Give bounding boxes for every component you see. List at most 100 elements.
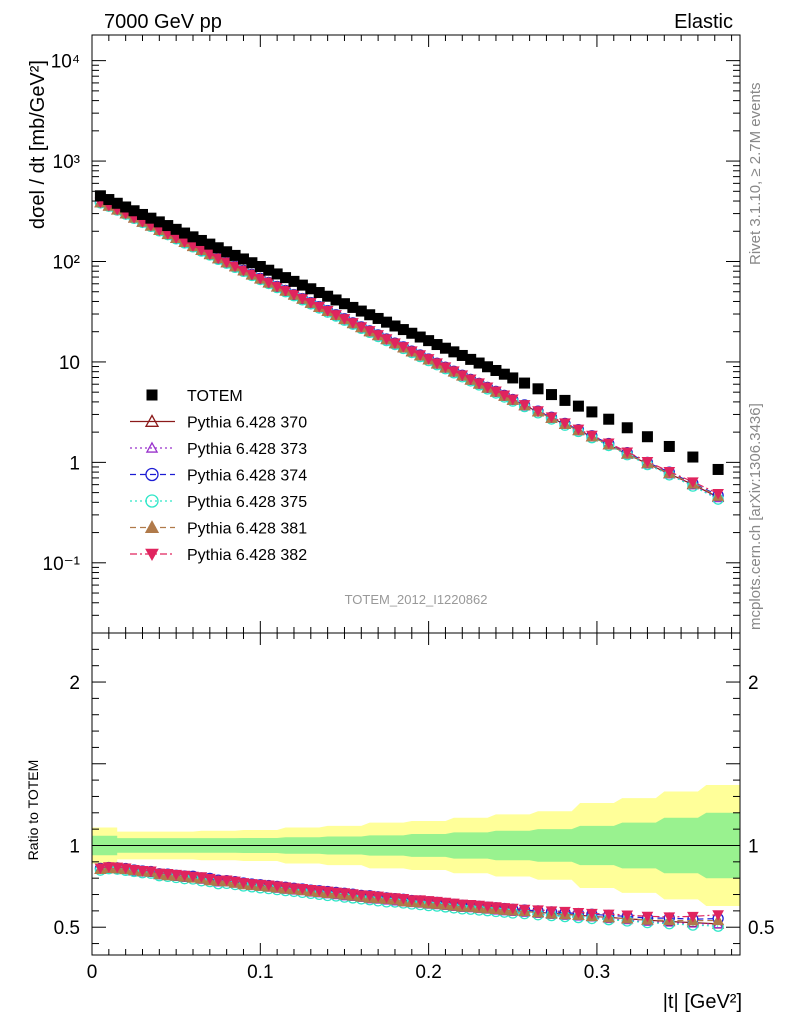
data-point: [448, 366, 460, 377]
legend-marker: [145, 494, 159, 508]
legend-item: Pythia 6.428 370: [130, 414, 307, 432]
x-tick-label: 0.1: [247, 962, 273, 983]
ratio-point: [170, 869, 183, 881]
data-point: [322, 290, 334, 302]
ratio-y-axis-label: Ratio to TOTEM: [25, 760, 41, 861]
data-point: [663, 440, 675, 452]
data-point: [338, 298, 350, 310]
y-tick-label: 10⁴: [51, 52, 80, 73]
data-point: [313, 287, 325, 299]
data-point: [422, 354, 435, 365]
data-point: [372, 330, 384, 341]
ratio-point: [422, 896, 435, 907]
ratio-point: [153, 868, 166, 880]
ratio-point: [246, 879, 258, 890]
data-point: [519, 377, 531, 389]
ratio-point: [532, 905, 544, 916]
ratio-point: [621, 910, 634, 921]
ratio-point: [397, 893, 410, 905]
x-tick-label: 0.3: [584, 962, 610, 983]
legend-item: Pythia 6.428 373: [130, 441, 307, 458]
ratio-point: [136, 865, 149, 877]
ratio-point: [559, 906, 571, 918]
data-point: [380, 334, 393, 345]
ratio-point: [119, 863, 132, 875]
header-left: 7000 GeV pp: [104, 11, 222, 33]
ratio-point: [448, 898, 460, 910]
data-point: [572, 424, 585, 436]
data-point: [641, 431, 653, 443]
data-point: [439, 362, 452, 373]
ratio-tick-label-left: 2: [69, 673, 80, 694]
data-point: [414, 350, 427, 361]
ratio-point: [212, 875, 225, 887]
ratio-point: [271, 881, 283, 892]
ratio-point: [178, 870, 191, 882]
analysis-label: TOTEM_2012_I1220862: [345, 592, 488, 607]
data-point: [203, 249, 216, 260]
legend-label: TOTEM: [187, 388, 243, 405]
ratio-pythia-6-428-382: [94, 862, 724, 923]
ratio-point: [262, 880, 275, 892]
data-point: [279, 285, 292, 297]
data-point: [621, 447, 634, 458]
ratio-point: [355, 890, 368, 901]
legend-label: Pythia 6.428 375: [187, 494, 307, 511]
ratio-point: [439, 897, 452, 909]
data-point: [712, 488, 724, 500]
data-point: [221, 246, 233, 258]
ratio-point: [572, 908, 585, 919]
data-point: [220, 257, 233, 269]
legend-marker: [145, 548, 159, 562]
data-point: [372, 312, 384, 324]
data-point: [603, 413, 615, 425]
data-point: [313, 302, 326, 313]
y-tick-label: 10³: [53, 152, 80, 173]
data-point: [712, 463, 724, 475]
ratio-point: [380, 892, 393, 904]
data-point: [237, 265, 250, 277]
ratio-point: [405, 895, 418, 906]
legend-marker: [146, 389, 158, 401]
data-point: [364, 309, 376, 321]
data-point: [465, 353, 477, 365]
data-point: [406, 327, 418, 339]
data-point: [212, 242, 224, 254]
ratio-tick-label-right: 1: [748, 836, 759, 857]
ratio-point: [481, 901, 494, 913]
data-point: [473, 357, 485, 369]
data-point: [687, 477, 699, 488]
ratio-point: [545, 906, 558, 917]
data-point: [389, 320, 401, 332]
data-point: [347, 318, 359, 329]
y-tick-label: 10: [59, 353, 80, 374]
data-point: [545, 412, 558, 423]
ratio-point: [372, 891, 384, 903]
legend-marker: [145, 441, 159, 453]
data-point: [431, 339, 443, 351]
ratio-point: [687, 911, 699, 923]
plot-frames: [91, 34, 741, 956]
data-point: [280, 272, 292, 284]
data-point: [212, 253, 225, 265]
data-point: [254, 273, 267, 285]
ratio-point: [220, 875, 233, 887]
data-point: [330, 294, 342, 306]
data-point: [456, 370, 469, 381]
ratio-point: [321, 886, 334, 898]
data-point: [431, 358, 443, 369]
legend-label: Pythia 6.428 381: [187, 521, 307, 538]
ratio-point: [111, 862, 124, 874]
ratio-point: [288, 883, 300, 894]
data-point: [456, 349, 468, 361]
data-point: [473, 378, 485, 389]
data-point: [321, 306, 334, 317]
data-point: [397, 324, 409, 336]
data-point: [330, 310, 342, 321]
legend-item: Pythia 6.428 375: [130, 494, 307, 511]
data-point: [439, 342, 451, 354]
data-point: [482, 361, 494, 373]
ratio-point: [473, 900, 485, 912]
ratio-point: [94, 863, 107, 875]
